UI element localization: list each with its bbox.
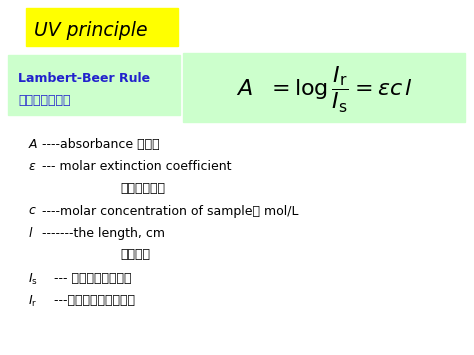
FancyBboxPatch shape	[8, 55, 180, 115]
FancyBboxPatch shape	[183, 53, 465, 122]
Text: Lambert-Beer Rule: Lambert-Beer Rule	[18, 71, 150, 84]
Text: ---透过空白样的光强度: ---透过空白样的光强度	[50, 295, 135, 307]
Text: 朗伯－比尔定律: 朗伯－比尔定律	[18, 93, 71, 106]
Text: ----absorbance 吸光度: ----absorbance 吸光度	[42, 138, 160, 152]
Text: --- molar extinction coefficient: --- molar extinction coefficient	[42, 160, 231, 174]
Text: --- 透过样品的光强度: --- 透过样品的光强度	[50, 273, 131, 285]
Text: $\varepsilon$: $\varepsilon$	[28, 160, 36, 174]
Text: $\mathit{I}_\mathrm{s}$: $\mathit{I}_\mathrm{s}$	[28, 272, 38, 286]
Text: $\mathit{l}$: $\mathit{l}$	[28, 226, 33, 240]
Text: $\mathit{c}$: $\mathit{c}$	[28, 204, 36, 218]
Text: 液层厚度: 液层厚度	[120, 248, 150, 262]
Text: $\mathit{I}_\mathrm{r}$: $\mathit{I}_\mathrm{r}$	[28, 294, 37, 308]
Text: $\mathit{A}\ \ =\mathrm{log}\,\dfrac{\mathit{I}_\mathrm{r}}{\mathit{I}_\mathrm{s: $\mathit{A}\ \ =\mathrm{log}\,\dfrac{\ma…	[237, 65, 413, 115]
Text: 摩尔消光系数: 摩尔消光系数	[120, 182, 165, 196]
Text: UV principle: UV principle	[34, 22, 147, 40]
FancyBboxPatch shape	[26, 8, 178, 46]
Text: -------the length, cm: -------the length, cm	[42, 226, 165, 240]
Text: ----molar concentration of sample， mol/L: ----molar concentration of sample， mol/L	[42, 204, 299, 218]
Text: $\mathit{A}$: $\mathit{A}$	[28, 138, 38, 152]
